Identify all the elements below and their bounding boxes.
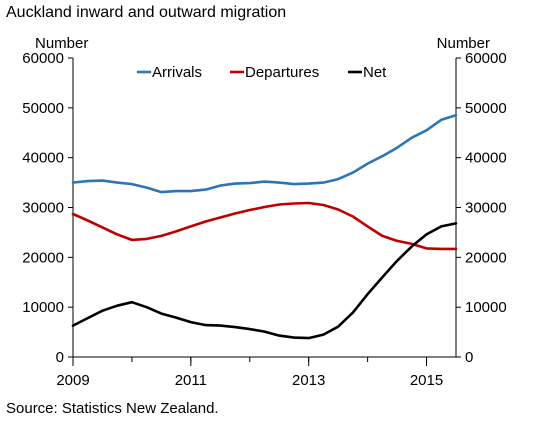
series-line-arrivals — [71, 114, 458, 194]
right-y-tick-label: 60000 — [465, 50, 507, 67]
legend-label-departures: Departures — [245, 64, 319, 81]
x-tick-label: 2015 — [410, 372, 443, 389]
left-y-tick-label: 50000 — [22, 100, 64, 117]
right-y-axis-label: Number — [437, 35, 490, 52]
right-y-tick-label: 40000 — [465, 150, 507, 167]
right-y-tick-label: 0 — [465, 349, 473, 366]
x-tick-label: 2013 — [292, 372, 325, 389]
series-line-net — [71, 222, 458, 340]
left-y-tick-label: 0 — [56, 349, 64, 366]
chart-axes: 0 0 10000 10000 20000 20000 30000 30000 40000 400… — [22, 35, 506, 389]
series-line-departures — [71, 201, 458, 251]
legend-label-net: Net — [363, 64, 387, 81]
left-y-tick-label: 40000 — [22, 150, 64, 167]
right-y-tick-label: 10000 — [465, 299, 507, 316]
left-y-tick-label: 10000 — [22, 299, 64, 316]
chart-legend: Arrivals Departures Net — [137, 64, 387, 81]
right-y-tick-label: 50000 — [465, 100, 507, 117]
left-y-tick-label: 30000 — [22, 200, 64, 217]
left-y-tick-label: 20000 — [22, 249, 64, 266]
x-tick-label: 2011 — [175, 372, 207, 389]
right-y-tick-label: 30000 — [465, 200, 507, 217]
x-tick-label: 2009 — [56, 372, 89, 389]
left-y-axis-label: Number — [35, 35, 88, 52]
chart-title: Auckland inward and outward migration — [6, 4, 287, 21]
legend-label-arrivals: Arrivals — [152, 64, 202, 81]
chart-series — [71, 114, 458, 340]
left-y-tick-label: 60000 — [22, 50, 64, 67]
right-y-tick-label: 20000 — [465, 249, 507, 266]
source-note: Source: Statistics New Zealand. — [6, 400, 219, 417]
